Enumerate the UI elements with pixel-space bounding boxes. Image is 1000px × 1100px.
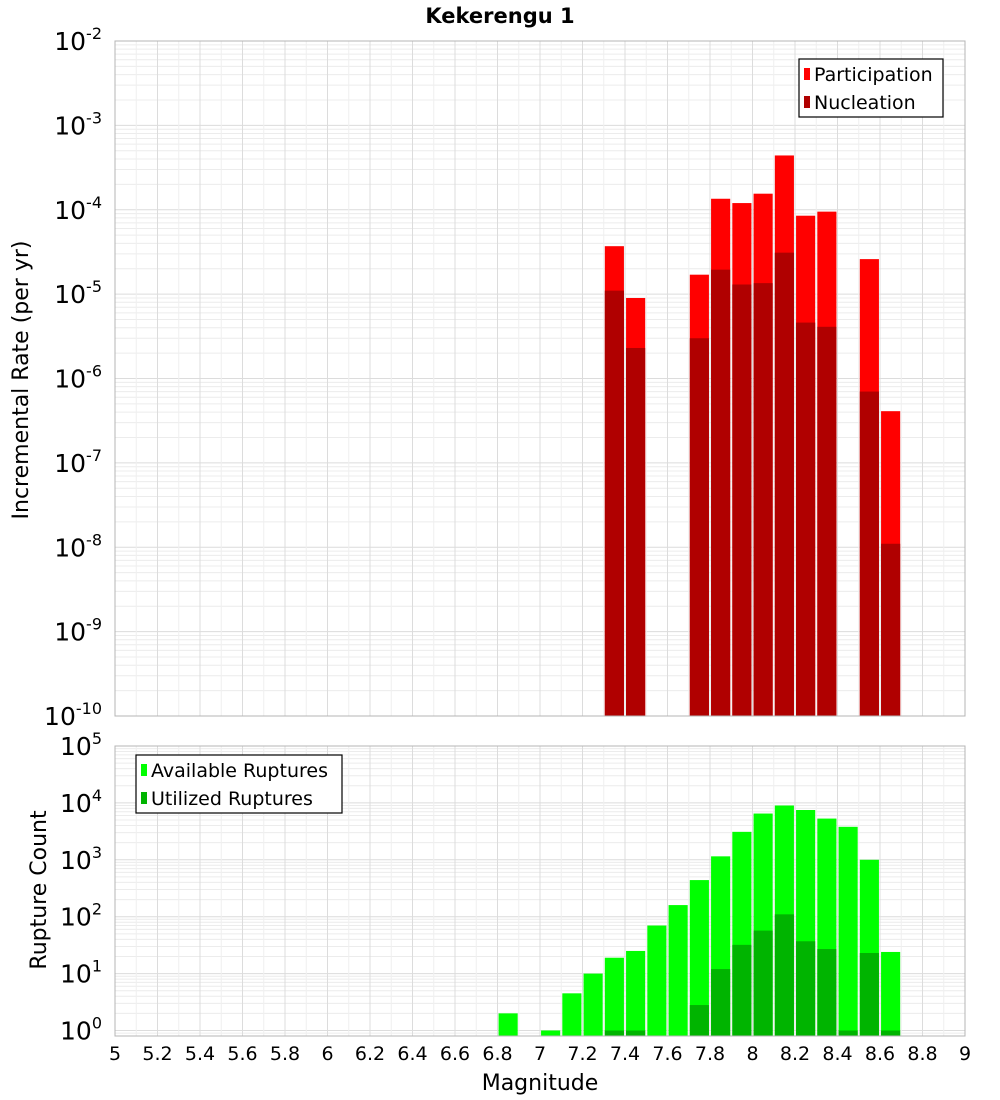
nucleation-bar — [859, 391, 879, 716]
utilized-ruptures-bar — [817, 949, 837, 1036]
x-axis-label: Magnitude — [482, 1071, 599, 1096]
utilized-ruptures-bar — [838, 1030, 858, 1036]
y-tick-label: 103 — [60, 843, 102, 875]
y-tick-label: 104 — [60, 786, 102, 818]
legend-label: Nucleation — [814, 92, 916, 114]
utilized-ruptures-bar — [774, 914, 794, 1036]
nucleation-bar — [711, 269, 731, 716]
nucleation-bar — [753, 283, 773, 716]
y-tick-label: 10-3 — [54, 108, 102, 140]
x-tick-label: 8.8 — [907, 1043, 937, 1065]
plot-frame — [114, 40, 966, 717]
x-tick-label: 8.4 — [822, 1043, 852, 1065]
available-ruptures-bar — [881, 951, 901, 1036]
x-tick-label: 8.6 — [865, 1043, 895, 1065]
utilized-ruptures-bar — [859, 953, 879, 1036]
nucleation-bar — [774, 252, 794, 716]
x-tick-label: 7.6 — [652, 1043, 682, 1065]
utilized-ruptures-bar — [604, 1030, 624, 1036]
nucleation-bar — [626, 347, 646, 716]
utilized-ruptures-bar — [796, 941, 816, 1036]
legend-swatch — [141, 792, 147, 804]
plot-frame — [114, 745, 966, 1037]
y-tick-label: 10-9 — [54, 615, 102, 647]
rate-plot: 10-10 10-9 10-8 10-7 10-6 10-5 10-4 10-3 10-2 Par… — [44, 24, 966, 731]
y-tick-label: 101 — [60, 957, 102, 989]
nucleation-bar — [689, 338, 709, 716]
x-tick-label: 6.2 — [355, 1043, 385, 1065]
x-tick-label: 7.4 — [610, 1043, 640, 1065]
available-ruptures-bar — [626, 950, 646, 1036]
y-tick-label: 10-2 — [54, 24, 102, 56]
x-tick-label: 7.2 — [567, 1043, 597, 1065]
available-ruptures-bar — [689, 880, 709, 1036]
legend-swatch — [804, 96, 810, 108]
rate-y-axis-label: Incremental Rate (per yr) — [9, 241, 34, 520]
legend-label: Participation — [814, 64, 933, 86]
x-tick-label: 6.8 — [482, 1043, 512, 1065]
rupture-y-axis-label: Rupture Count — [27, 810, 52, 970]
utilized-ruptures-bar — [711, 969, 731, 1036]
legend-box — [798, 58, 944, 118]
y-tick-label: 10-4 — [54, 193, 102, 225]
y-tick-label: 105 — [60, 729, 102, 761]
utilized-ruptures-bar — [732, 944, 752, 1036]
legend-box — [135, 754, 343, 814]
y-tick-label: 10-10 — [44, 699, 102, 731]
nucleation-bar — [881, 543, 901, 716]
y-tick-label: 100 — [60, 1013, 102, 1045]
y-tick-label: 10-8 — [54, 530, 102, 562]
available-ruptures-bar — [668, 905, 688, 1036]
available-ruptures-bar — [604, 957, 624, 1036]
available-ruptures-bar — [583, 973, 603, 1036]
x-tick-label: 8 — [746, 1043, 758, 1065]
available-ruptures-bar — [647, 925, 667, 1036]
x-tick-label: 5.2 — [142, 1043, 172, 1065]
x-tick-label: 7.8 — [695, 1043, 725, 1065]
x-tick-label: 6.6 — [440, 1043, 470, 1065]
x-tick-label: 5.6 — [227, 1043, 257, 1065]
nucleation-bar — [796, 322, 816, 716]
x-tick-label: 9 — [959, 1043, 971, 1065]
nucleation-bar — [604, 290, 624, 716]
utilized-ruptures-bar — [689, 1005, 709, 1036]
nucleation-bar — [732, 284, 752, 716]
legend-swatch — [804, 68, 810, 80]
x-tick-label: 5 — [109, 1043, 121, 1065]
utilized-ruptures-bar — [753, 930, 773, 1036]
available-ruptures-bar — [498, 1013, 518, 1036]
legend-label: Available Ruptures — [151, 760, 328, 782]
available-ruptures-bar — [562, 993, 582, 1036]
legend-label: Utilized Ruptures — [151, 788, 313, 810]
nucleation-bar — [817, 326, 837, 716]
chart-title: Kekerengu 1 — [425, 4, 574, 28]
y-tick-label: 10-7 — [54, 446, 102, 478]
rupture-count-plot: 100 101 102 103 104 105 Available Ruptures Util… — [60, 729, 971, 1065]
legend-swatch — [141, 764, 147, 776]
y-tick-label: 10-6 — [54, 362, 102, 394]
y-tick-label: 10-5 — [54, 277, 102, 309]
x-tick-label: 7 — [534, 1043, 546, 1065]
y-tick-label: 102 — [60, 900, 102, 932]
x-tick-label: 5.4 — [185, 1043, 215, 1065]
available-ruptures-bar — [838, 826, 858, 1036]
utilized-ruptures-bar — [626, 1030, 646, 1036]
utilized-ruptures-bar — [881, 1030, 901, 1036]
available-ruptures-bar — [541, 1030, 561, 1036]
x-tick-label: 6.4 — [397, 1043, 427, 1065]
x-tick-label: 6 — [321, 1043, 333, 1065]
x-tick-label: 8.2 — [780, 1043, 810, 1065]
x-tick-label: 5.8 — [270, 1043, 300, 1065]
